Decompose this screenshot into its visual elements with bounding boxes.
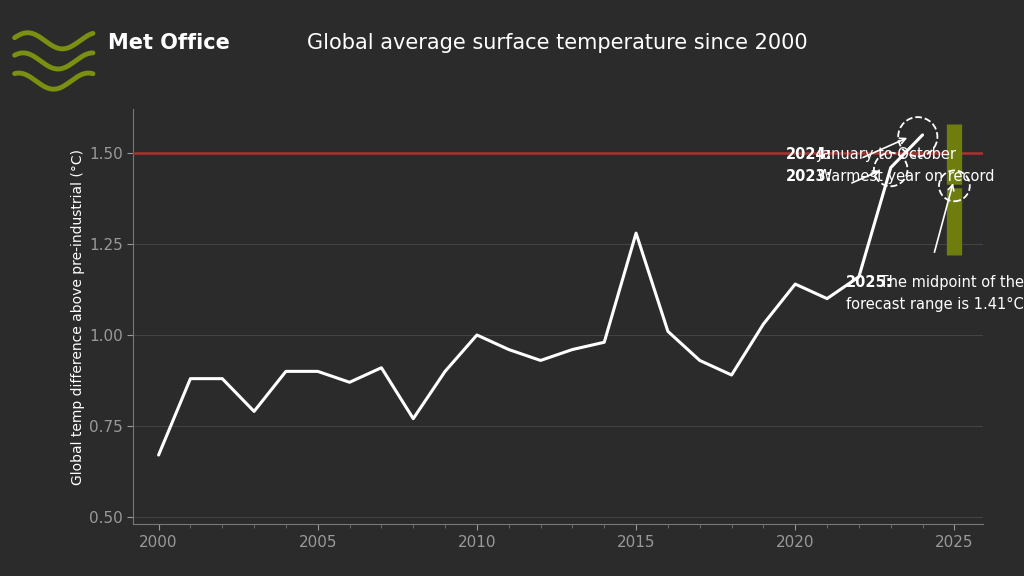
Text: 2023:: 2023: <box>785 169 833 184</box>
Text: January to October: January to October <box>813 147 955 162</box>
Text: 2024:: 2024: <box>785 147 833 162</box>
Text: The midpoint of the: The midpoint of the <box>874 275 1024 290</box>
Text: Global average surface temperature since 2000: Global average surface temperature since… <box>307 33 808 53</box>
Text: 2025:: 2025: <box>846 275 893 290</box>
Text: Warmest year on record: Warmest year on record <box>813 169 994 184</box>
Text: forecast range is 1.41°C: forecast range is 1.41°C <box>846 297 1024 312</box>
Y-axis label: Global temp difference above pre-industrial (°C): Global temp difference above pre-industr… <box>71 149 85 485</box>
Text: Met Office: Met Office <box>108 33 229 53</box>
